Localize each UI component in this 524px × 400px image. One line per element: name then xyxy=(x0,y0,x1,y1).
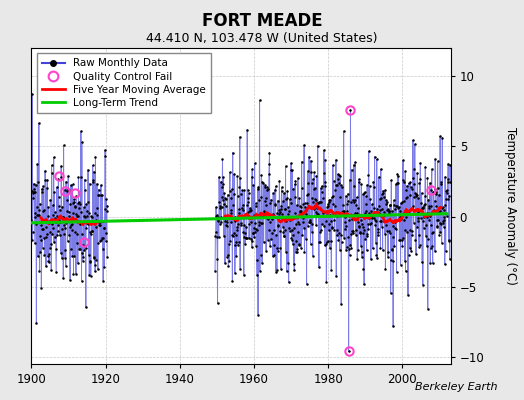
Y-axis label: Temperature Anomaly (°C): Temperature Anomaly (°C) xyxy=(504,127,517,285)
Text: Berkeley Earth: Berkeley Earth xyxy=(416,382,498,392)
Legend: Raw Monthly Data, Quality Control Fail, Five Year Moving Average, Long-Term Tren: Raw Monthly Data, Quality Control Fail, … xyxy=(37,53,211,113)
Text: 44.410 N, 103.478 W (United States): 44.410 N, 103.478 W (United States) xyxy=(146,32,378,45)
Text: FORT MEADE: FORT MEADE xyxy=(202,12,322,30)
